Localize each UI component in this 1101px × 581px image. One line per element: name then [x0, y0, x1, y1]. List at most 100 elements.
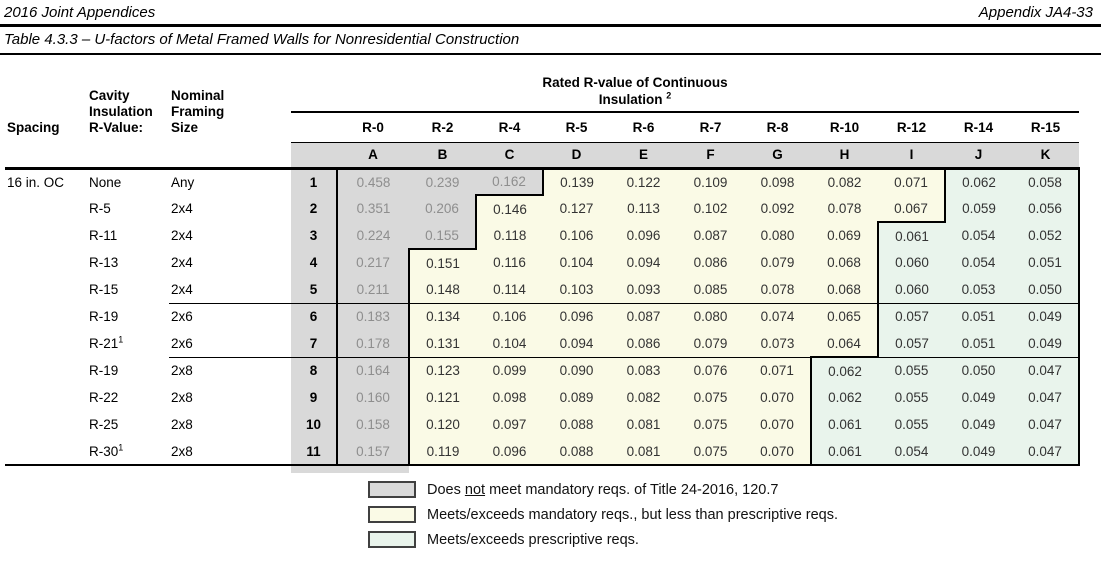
u-factor-cell: 0.109: [677, 168, 744, 195]
r-value-column-label: R-0: [337, 111, 409, 142]
spacing-label: [5, 249, 87, 276]
cavity-insulation-label: R-211: [89, 334, 124, 351]
spacing-label: [5, 195, 87, 222]
u-factor-cell: 0.053: [945, 276, 1012, 303]
u-factor-cell: 0.090: [543, 356, 610, 384]
r-value-column-label: R-5: [543, 111, 610, 142]
u-factor-cell: 0.061: [810, 438, 878, 466]
u-factor-cell: 0.106: [476, 302, 543, 330]
u-factor-cell: 0.148: [408, 276, 476, 303]
u-factor-cell: 0.059: [944, 195, 1012, 222]
row-gap-cell: [243, 276, 291, 303]
u-factor-cell: 0.134: [408, 302, 476, 330]
u-factor-cell: 0.162: [476, 168, 543, 195]
u-factor-cell: 0.070: [744, 411, 811, 438]
table-row: R-301 2x8 11 0.157 0.119 0.096 0.088 0.081 0.075…: [5, 438, 1080, 466]
row-number-header-top: [291, 60, 337, 112]
cavity-insulation-label: R-22: [89, 390, 119, 405]
u-factor-cell: 0.054: [878, 438, 945, 466]
u-factor-cell: 0.080: [744, 222, 811, 249]
row-number: 2: [291, 195, 337, 222]
u-factor-cell: 0.061: [877, 221, 945, 249]
u-factor-cell: 0.121: [408, 384, 476, 411]
u-factor-cell: 0.151: [408, 248, 476, 276]
table-row: R-211 2x6 7 0.178 0.131 0.104 0.094 0.086 0.079 0…: [5, 330, 1080, 357]
spacing-label: 16 in. OC: [7, 174, 65, 190]
band-title-footnote-marker: 2: [666, 90, 672, 101]
u-factor-cell: 0.114: [476, 276, 543, 303]
u-factor-cell: 0.065: [811, 302, 878, 330]
u-factor-cell: 0.351: [336, 195, 409, 222]
u-factor-cell: 0.071: [744, 356, 811, 384]
u-factor-cell: 0.068: [811, 276, 878, 303]
column-letter-label: A: [337, 141, 409, 170]
row-number: 7: [291, 330, 337, 357]
header-gap: [243, 60, 291, 170]
r-value-column-label: R-14: [945, 111, 1012, 142]
row-gap-cell: [243, 330, 291, 357]
u-factor-cell: 0.086: [610, 330, 677, 357]
u-factor-cell: 0.051: [1012, 249, 1080, 276]
u-factor-cell: 0.055: [878, 384, 945, 411]
u-factor-cell: 0.060: [877, 249, 945, 276]
row-gap-cell: [243, 168, 291, 195]
u-factor-cell: 0.052: [1012, 222, 1080, 249]
cream-swatch: [368, 506, 416, 523]
legend-item-cream: Meets/exceeds mandatory reqs., but less …: [368, 506, 1101, 523]
legend-item-green: Meets/exceeds prescriptive reqs.: [368, 531, 1101, 548]
green-swatch: [368, 531, 416, 548]
u-factor-cell: 0.085: [677, 276, 744, 303]
u-factor-cell: 0.088: [543, 411, 610, 438]
u-factor-cell: 0.047: [1012, 438, 1080, 466]
u-factor-cell: 0.131: [408, 330, 476, 357]
u-factor-cell: 0.104: [476, 330, 543, 357]
u-factor-cell: 0.096: [543, 302, 610, 330]
column-letter-label: I: [878, 141, 945, 170]
spacing-header-label: Spacing: [7, 119, 60, 135]
u-factor-cell: 0.096: [610, 222, 677, 249]
table-row: R-22 2x8 9 0.160 0.121 0.098 0.089 0.082 0.075 0.…: [5, 384, 1080, 411]
u-factor-cell: 0.057: [877, 302, 945, 330]
u-factor-cell: 0.097: [476, 411, 543, 438]
u-factor-cell: 0.160: [336, 384, 409, 411]
u-factor-cell: 0.062: [810, 384, 878, 411]
u-factor-cell: 0.054: [945, 222, 1012, 249]
spacing-column-header: Spacing: [5, 60, 87, 170]
framing-size-label: 2x4: [171, 255, 193, 270]
u-factor-cell: 0.211: [336, 276, 409, 303]
framing-size-label: 2x8: [169, 438, 243, 466]
u-factor-cell: 0.122: [610, 168, 677, 195]
doc-header-right: Appendix JA4-33: [978, 4, 1093, 21]
u-factor-table-body: 16 in. OC None Any 1 0.458 0.239 0.162 0.139 0.1…: [5, 168, 1080, 466]
framing-size-label: 2x6: [171, 335, 193, 351]
u-factor-cell: 0.050: [1012, 276, 1080, 303]
u-factor-cell: 0.164: [336, 356, 409, 384]
u-factor-cell: 0.116: [476, 249, 543, 276]
u-factor-cell: 0.139: [542, 168, 610, 195]
u-factor-cell: 0.067: [878, 195, 945, 222]
u-factor-cell: 0.118: [475, 222, 543, 249]
spacing-label: [5, 357, 87, 384]
u-factor-cell: 0.146: [475, 194, 543, 222]
u-factor-cell: 0.099: [476, 356, 543, 384]
table-row: R-19 2x8 8 0.164 0.123 0.099 0.090 0.083 0.076 0.…: [5, 356, 1080, 384]
r-value-column-label: R-12: [878, 111, 945, 142]
u-factor-cell: 0.075: [677, 384, 744, 411]
u-factor-cell: 0.093: [610, 276, 677, 303]
framing-size-label: 2x8: [169, 356, 243, 384]
framing-size-label: 2x4: [171, 281, 193, 297]
column-letter-label: J: [945, 141, 1012, 170]
u-factor-cell: 0.224: [336, 222, 409, 249]
u-factor-cell: 0.157: [336, 438, 409, 466]
u-factor-cell: 0.069: [811, 222, 878, 249]
u-factor-cell: 0.081: [610, 438, 677, 466]
column-letter-label: E: [610, 141, 677, 170]
u-factor-cell: 0.058: [1012, 168, 1080, 195]
u-factor-cell: 0.082: [610, 384, 677, 411]
u-factor-cell: 0.239: [409, 168, 476, 195]
row-number: 8: [291, 356, 337, 384]
framing-size-label: 2x4: [171, 228, 193, 243]
u-factor-cell: 0.073: [744, 330, 811, 357]
